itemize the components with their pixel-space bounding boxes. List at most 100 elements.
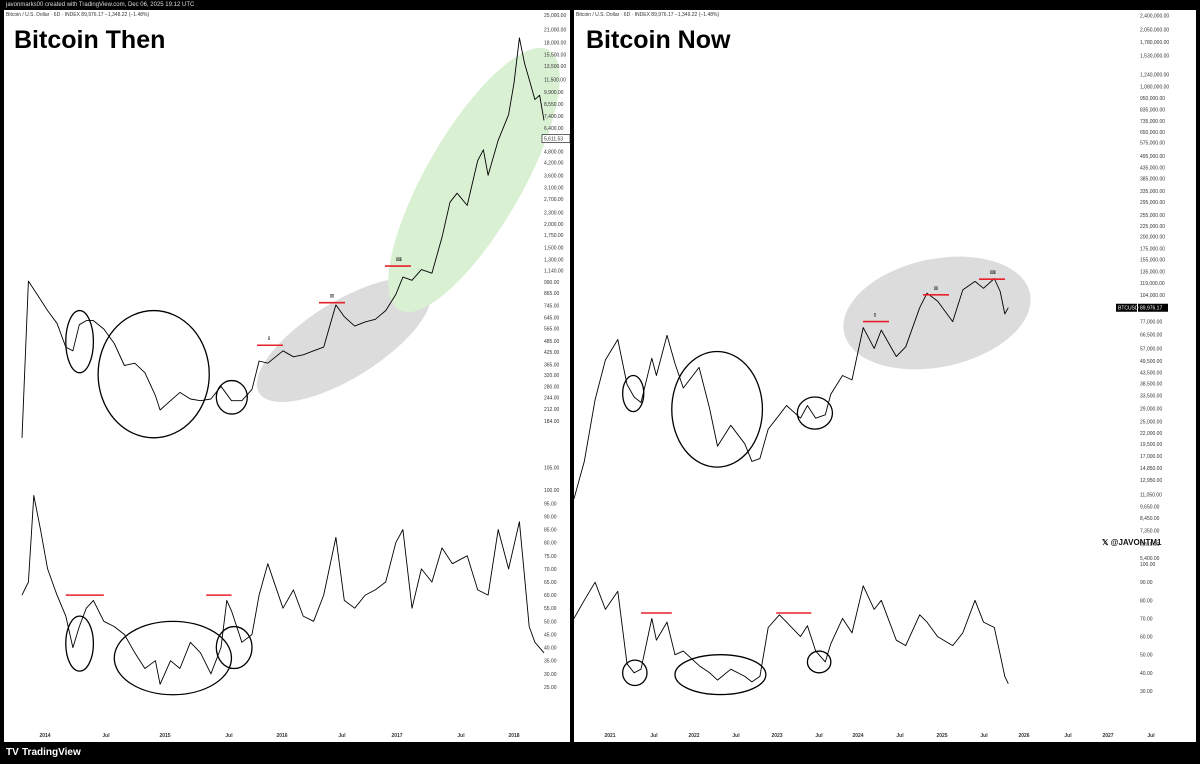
symbol-header-then: Bitcoin / U.S. Dollar · 6D · INDEX 89,97… <box>6 12 150 18</box>
oscillator-line <box>574 581 1009 684</box>
osc-tick-label-4: 80.00 <box>544 541 557 547</box>
price-tick-label-26: 66,500.00 <box>1140 333 1162 339</box>
price-tick-label-5: 11,500.00 <box>544 77 566 83</box>
price-tick-label-34: 184.00 <box>544 419 560 425</box>
price-tick-label-19: 175,000.00 <box>1140 247 1165 253</box>
price-tick-label-2: 18,000.00 <box>544 40 566 46</box>
price-tick-label-8: 7,400.00 <box>544 114 564 120</box>
price-tick-label-13: 3,600.00 <box>544 173 564 179</box>
osc-circle-2 <box>806 650 832 674</box>
osc-tick-label-2: 80.00 <box>1140 598 1153 604</box>
price-tick-label-27: 57,000.00 <box>1140 346 1162 352</box>
x-tick-label-6: 2017 <box>391 733 402 739</box>
x-tick-label-9: Jul <box>980 733 988 739</box>
x-tick-label-5: Jul <box>815 733 823 739</box>
x-tick-label-1: Jul <box>650 733 658 739</box>
price-circle-0 <box>622 374 645 413</box>
level-label-0: I <box>874 314 876 319</box>
highlight-zone-0 <box>843 256 1031 370</box>
osc-tick-label-3: 70.00 <box>1140 616 1153 622</box>
level-label-1: II <box>934 287 938 292</box>
osc-tick-label-6: 70.00 <box>544 567 557 573</box>
chart-panel-now: 2,400,000.00 2,050,000.00 1,780,000.00 1,53… <box>574 10 1196 742</box>
chart-svg-then[interactable]: 25,000.00 21,000.00 18,000.00 15,500.00 13,5… <box>4 10 570 742</box>
osc-tick-label-10: 50.00 <box>544 619 557 625</box>
price-tick-label-36: 17,000.00 <box>1140 454 1162 460</box>
x-tick-label-10: 2026 <box>1018 733 1029 739</box>
x-logo-icon: 𝕏 <box>1102 538 1111 547</box>
price-tick-label-22: 990.00 <box>544 280 560 286</box>
tradingview-logo-icon: TV <box>6 747 19 758</box>
price-tick-label-34: 22,000.00 <box>1140 431 1162 437</box>
bottom-brand-bar: TV TradingView <box>0 742 1200 764</box>
osc-tick-label-5: 75.00 <box>544 554 557 560</box>
price-tick-label-37: 14,850.00 <box>1140 466 1162 472</box>
price-tick-label-17: 225,000.00 <box>1140 224 1165 230</box>
last-value-label: 89,976.17 <box>1140 306 1162 312</box>
price-tick-label-1: 21,000.00 <box>544 28 566 34</box>
price-tick-label-35: 105.00 <box>544 465 560 471</box>
price-tick-label-27: 485.00 <box>544 339 560 345</box>
price-tick-label-26: 565.00 <box>544 326 560 332</box>
price-tick-label-4: 13,500.00 <box>544 64 566 70</box>
chart-title-then: Bitcoin Then <box>14 26 166 54</box>
top-info-text: javonmarks00 created with TradingView.co… <box>6 2 195 8</box>
x-tick-label-3: Jul <box>732 733 740 739</box>
symbol-tag-box <box>1116 303 1137 312</box>
x-tick-label-7: Jul <box>457 733 465 739</box>
price-tick-label-15: 295,000.00 <box>1140 200 1165 206</box>
highlight-ellipse-1 <box>388 47 560 313</box>
price-tick-label-38: 12,950.00 <box>1140 478 1162 484</box>
chart-svg-now[interactable]: 2,400,000.00 2,050,000.00 1,780,000.00 1,53… <box>574 10 1196 742</box>
price-tick-label-7: 835,000.00 <box>1140 108 1165 114</box>
osc-tick-label-11: 45.00 <box>544 632 557 638</box>
watermark-handle: 𝕏 @JAVONTM1 <box>1102 538 1161 547</box>
price-tick-label-40: 9,650.00 <box>1140 504 1160 510</box>
osc-circle-1 <box>674 654 767 696</box>
highlight-ellipse-0 <box>843 256 1031 370</box>
price-tick-label-12: 435,000.00 <box>1140 166 1165 172</box>
symbol-tag-label: BTCUSD <box>1118 306 1139 312</box>
price-tick-label-12: 4,200.00 <box>544 161 564 167</box>
price-tick-label-32: 29,000.00 <box>1140 406 1162 412</box>
x-tick-label-0: 2014 <box>39 733 50 739</box>
x-tick-label-1: Jul <box>102 733 110 739</box>
price-circle-2 <box>796 396 834 430</box>
top-info-bar: javonmarks00 created with TradingView.co… <box>0 0 1200 10</box>
price-tick-label-42: 7,350.00 <box>1140 529 1160 535</box>
x-tick-label-8: 2018 <box>508 733 519 739</box>
osc-circle-0 <box>65 615 95 672</box>
price-tick-label-10: 575,000.00 <box>1140 141 1165 147</box>
price-tick-label-39: 11,050.00 <box>1140 492 1162 498</box>
osc-tick-label-7: 65.00 <box>544 580 557 586</box>
price-tick-label-24: 745.00 <box>544 303 560 309</box>
price-tick-label-0: 2,400,000.00 <box>1140 14 1169 20</box>
price-tick-label-5: 1,080,000.00 <box>1140 85 1169 91</box>
last-value-label: 5,611.53 <box>544 137 563 143</box>
price-tick-label-13: 385,000.00 <box>1140 176 1165 182</box>
x-tick-label-2: 2015 <box>159 733 170 739</box>
osc-tick-label-2: 90.00 <box>544 514 557 520</box>
osc-tick-label-14: 30.00 <box>544 672 557 678</box>
level-label-2: III <box>396 258 402 263</box>
price-tick-label-14: 335,000.00 <box>1140 189 1165 195</box>
osc-tick-label-5: 50.00 <box>1140 653 1153 659</box>
osc-tick-label-4: 60.00 <box>1140 635 1153 641</box>
highlight-ellipse-0 <box>256 277 432 403</box>
level-label-1: II <box>330 295 334 300</box>
price-tick-label-23: 104,000.00 <box>1140 293 1165 299</box>
price-tick-label-14: 3,100.00 <box>544 186 564 192</box>
price-tick-label-33: 25,000.00 <box>1140 420 1162 426</box>
price-tick-label-29: 365.00 <box>544 362 560 368</box>
price-tick-label-2: 1,780,000.00 <box>1140 40 1169 46</box>
price-tick-label-19: 1,500.00 <box>544 246 564 252</box>
watermark-text: @JAVONTM1 <box>1110 538 1162 547</box>
osc-tick-label-1: 90.00 <box>1140 580 1153 586</box>
osc-tick-label-12: 40.00 <box>544 646 557 652</box>
price-tick-label-31: 33,500.00 <box>1140 394 1162 400</box>
osc-circle-0 <box>622 659 648 687</box>
price-tick-label-22: 119,000.00 <box>1140 281 1165 287</box>
price-tick-label-18: 1,750.00 <box>544 233 564 239</box>
x-tick-label-5: Jul <box>338 733 346 739</box>
price-tick-label-20: 155,000.00 <box>1140 257 1165 263</box>
